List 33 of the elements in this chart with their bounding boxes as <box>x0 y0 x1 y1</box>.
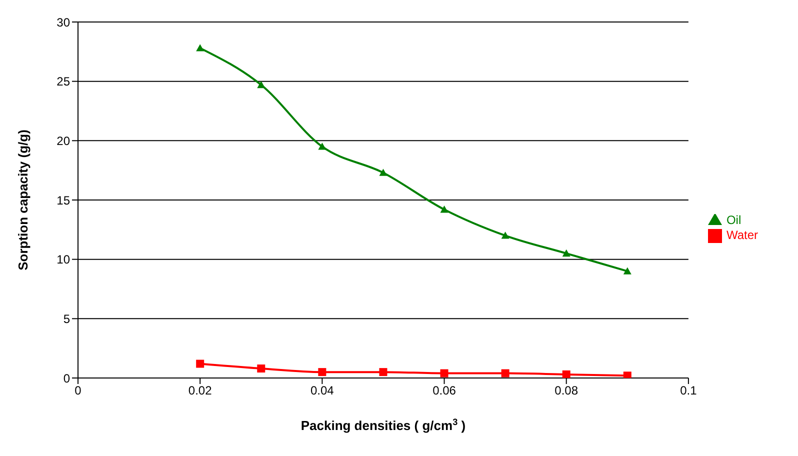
x-tick-label: 0.04 <box>310 384 334 398</box>
y-tick-label: 10 <box>56 252 70 267</box>
point <box>623 267 632 274</box>
y-tick-label: 5 <box>63 312 70 326</box>
x-tick-label: 0.02 <box>188 384 212 398</box>
point <box>196 44 204 52</box>
point <box>562 370 570 378</box>
point <box>379 368 388 376</box>
x-tick-label: 0.08 <box>554 384 578 398</box>
point <box>501 369 510 378</box>
point <box>318 368 326 376</box>
point <box>257 80 266 88</box>
point <box>623 372 632 378</box>
legend-label: Oil <box>726 213 742 228</box>
x-tick-label: 0 <box>74 384 82 398</box>
x-axis-title: Packing densities ( g/cm$^{3}$ ) <box>300 417 466 433</box>
point <box>440 369 448 378</box>
y-axis-title: Sorption capacity (g/g) <box>16 130 31 270</box>
point <box>257 364 266 373</box>
point <box>196 360 204 368</box>
point <box>501 232 510 239</box>
point <box>562 249 570 257</box>
y-tick-label: 30 <box>56 15 70 30</box>
y-tick-label: 0 <box>63 371 70 386</box>
point <box>440 205 448 213</box>
y-tick-label: 15 <box>56 193 70 208</box>
x-tick-label: 0.06 <box>432 384 456 398</box>
y-tick-label: 25 <box>56 74 70 89</box>
point <box>379 168 388 176</box>
point <box>318 142 326 150</box>
legend-label: Water <box>726 228 758 242</box>
y-tick-label: 20 <box>56 134 70 148</box>
x-tick-label: 0.1 <box>680 384 698 398</box>
